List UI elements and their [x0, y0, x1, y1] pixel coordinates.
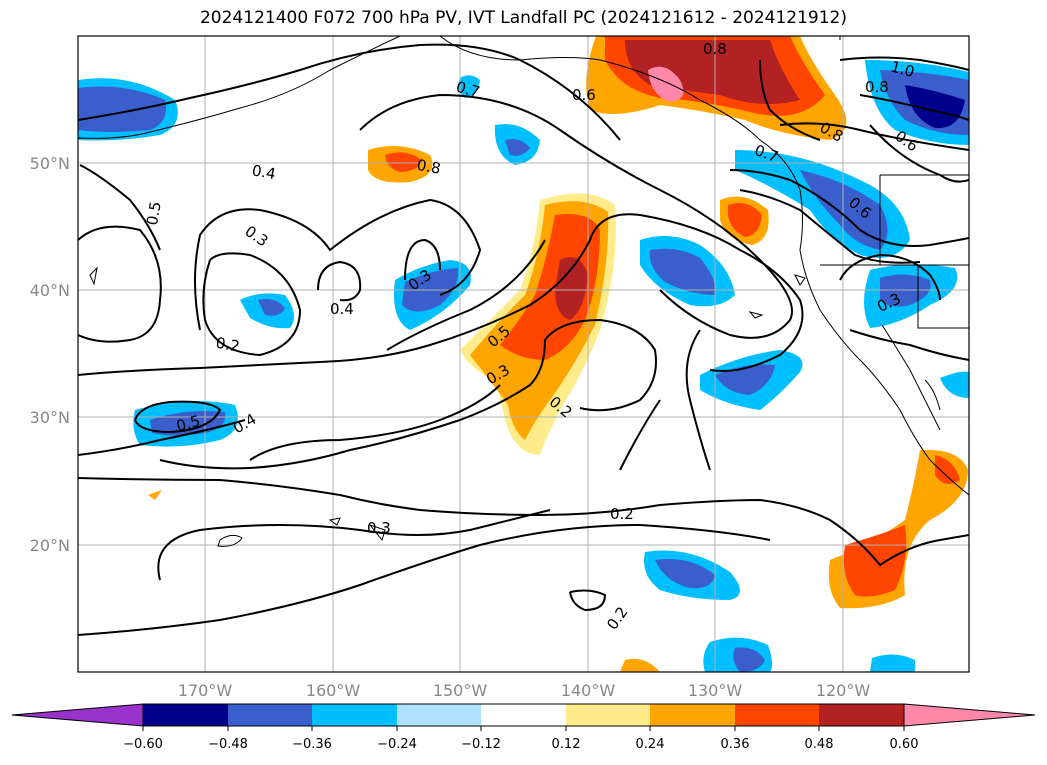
contour-label: 0.2 [603, 603, 631, 633]
map-title: 2024121400 F072 700 hPa PV, IVT Landfall… [199, 8, 847, 28]
colorbar-tick-label: −0.12 [461, 737, 501, 752]
gridlines [78, 36, 969, 672]
lon-tick-labels: 170°W 160°W 150°W 140°W 130°W 120°W [178, 681, 871, 700]
colorbar-tick-label: −0.60 [123, 737, 163, 752]
colorbar-segment [650, 704, 735, 726]
colorbar-segment [397, 704, 481, 726]
contour-label: 1.0 [889, 57, 917, 81]
colorbar-segment [481, 704, 566, 726]
lon-tick-label: 130°W [688, 681, 743, 700]
contour-label: 0.5 [174, 412, 202, 436]
colorbar-tick-label: −0.24 [377, 737, 417, 752]
lon-tick-label: 140°W [561, 681, 616, 700]
lon-tick-label: 150°W [433, 681, 488, 700]
lat-tick-label: 30°N [30, 408, 70, 427]
coastlines [78, 36, 969, 547]
colorbar-segment [143, 704, 228, 726]
lat-tick-label: 40°N [30, 281, 70, 300]
colorbar-extend-high [903, 703, 1036, 727]
colorbar-tick-label: −0.48 [208, 737, 248, 752]
contour-label: 0.8 [865, 78, 889, 96]
contour-label: 0.8 [703, 40, 727, 58]
map-frame [77, 35, 970, 673]
shaded-field-layer [78, 36, 969, 672]
colorbar-segment [228, 704, 312, 726]
pv-contours [78, 43, 969, 636]
lon-tick-label: 160°W [306, 681, 361, 700]
colorbar-tick-label: 0.24 [636, 737, 665, 752]
lat-tick-labels: 50°N 40°N 30°N 20°N [30, 154, 70, 555]
colorbar-segment [735, 704, 819, 726]
contour-label: 0.2 [610, 505, 634, 523]
colorbar-segment [312, 704, 397, 726]
contour-label: 0.6 [572, 86, 596, 104]
contour-label: 0.4 [330, 300, 354, 318]
colorbar-segment [566, 704, 650, 726]
lon-tick-label: 170°W [178, 681, 233, 700]
contour-label: 0.5 [143, 200, 165, 227]
colorbar: −0.60 −0.48 −0.36 −0.24 −0.12 0.12 0.24 … [11, 703, 1036, 752]
colorbar-tick-label: −0.36 [292, 737, 332, 752]
colorbar-extend-low [11, 703, 144, 727]
lat-tick-label: 50°N [30, 154, 70, 173]
contour-label: 0.8 [415, 156, 442, 178]
colorbar-tick-label: 0.12 [552, 737, 581, 752]
colorbar-tick-label: 0.60 [890, 737, 919, 752]
colorbar-tick-label: 0.36 [721, 737, 750, 752]
contour-label: 0.7 [454, 78, 482, 102]
lat-tick-label: 20°N [30, 536, 70, 555]
colorbar-tick-label: 0.48 [805, 737, 834, 752]
contour-label: 0.3 [367, 519, 391, 537]
colorbar-outline [142, 703, 905, 727]
lon-tick-label: 120°W [816, 681, 871, 700]
contour-label: 0.3 [242, 222, 272, 250]
colorbar-segment [819, 704, 904, 726]
contour-label: 0.4 [251, 161, 278, 183]
contour-label: 0.2 [214, 334, 241, 356]
